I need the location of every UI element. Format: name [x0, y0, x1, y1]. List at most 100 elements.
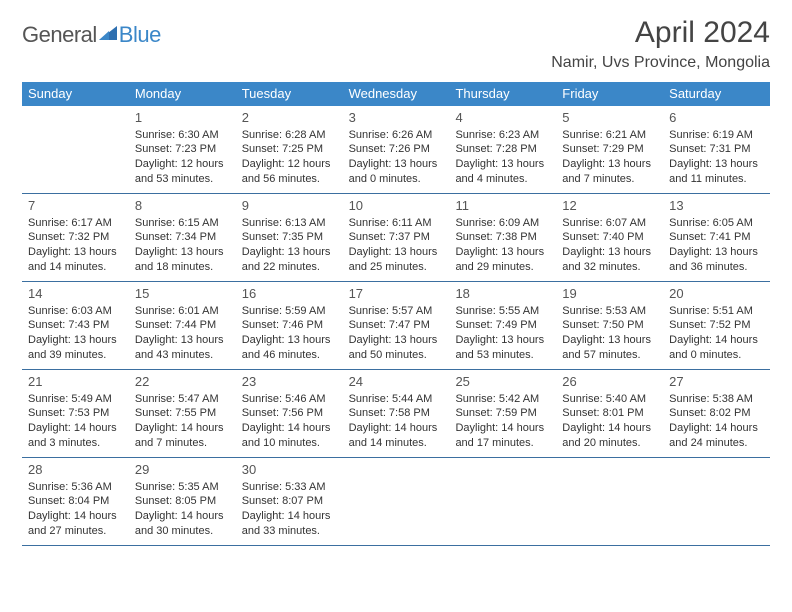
day-detail-line: Sunrise: 5:59 AM — [242, 304, 337, 319]
day-detail-line: Sunset: 7:46 PM — [242, 318, 337, 333]
day-number: 19 — [562, 285, 657, 303]
day-number: 30 — [242, 461, 337, 479]
calendar-day-cell: 1Sunrise: 6:30 AMSunset: 7:23 PMDaylight… — [129, 106, 236, 193]
day-number: 27 — [669, 373, 764, 391]
calendar-day-cell: 12Sunrise: 6:07 AMSunset: 7:40 PMDayligh… — [556, 194, 663, 281]
logo: General Blue — [22, 16, 161, 48]
day-detail-line: Sunset: 7:26 PM — [349, 142, 444, 157]
day-number: 1 — [135, 109, 230, 127]
day-detail-line: Sunrise: 5:38 AM — [669, 392, 764, 407]
calendar-body: 1Sunrise: 6:30 AMSunset: 7:23 PMDaylight… — [22, 106, 770, 546]
day-detail-line: Sunrise: 6:05 AM — [669, 216, 764, 231]
logo-text-blue: Blue — [119, 22, 161, 48]
day-number: 6 — [669, 109, 764, 127]
day-detail-line: Sunrise: 6:17 AM — [28, 216, 123, 231]
day-number: 9 — [242, 197, 337, 215]
day-detail-line: Sunset: 7:41 PM — [669, 230, 764, 245]
day-detail-line: Sunset: 8:07 PM — [242, 494, 337, 509]
day-detail-line: Sunrise: 5:46 AM — [242, 392, 337, 407]
calendar-header-row: SundayMondayTuesdayWednesdayThursdayFrid… — [22, 82, 770, 106]
day-detail-line: Sunset: 7:43 PM — [28, 318, 123, 333]
day-detail-line: Daylight: 12 hours and 56 minutes. — [242, 157, 337, 187]
day-detail-line: Daylight: 14 hours and 14 minutes. — [349, 421, 444, 451]
calendar-week-row: 28Sunrise: 5:36 AMSunset: 8:04 PMDayligh… — [22, 458, 770, 546]
calendar-day-cell: 24Sunrise: 5:44 AMSunset: 7:58 PMDayligh… — [343, 370, 450, 457]
day-detail-line: Sunrise: 6:19 AM — [669, 128, 764, 143]
day-detail-line: Daylight: 14 hours and 0 minutes. — [669, 333, 764, 363]
calendar-day-cell: 19Sunrise: 5:53 AMSunset: 7:50 PMDayligh… — [556, 282, 663, 369]
calendar-day-cell: 6Sunrise: 6:19 AMSunset: 7:31 PMDaylight… — [663, 106, 770, 193]
day-detail-line: Daylight: 13 hours and 25 minutes. — [349, 245, 444, 275]
calendar-header-cell: Thursday — [449, 82, 556, 106]
day-detail-line: Sunset: 7:40 PM — [562, 230, 657, 245]
calendar-day-cell: 15Sunrise: 6:01 AMSunset: 7:44 PMDayligh… — [129, 282, 236, 369]
day-number: 14 — [28, 285, 123, 303]
day-detail-line: Sunset: 7:55 PM — [135, 406, 230, 421]
day-detail-line: Daylight: 13 hours and 43 minutes. — [135, 333, 230, 363]
day-detail-line: Sunset: 7:34 PM — [135, 230, 230, 245]
logo-text-general: General — [22, 22, 97, 48]
day-detail-line: Sunset: 8:01 PM — [562, 406, 657, 421]
day-detail-line: Sunrise: 6:09 AM — [455, 216, 550, 231]
calendar-day-cell: 16Sunrise: 5:59 AMSunset: 7:46 PMDayligh… — [236, 282, 343, 369]
day-detail-line: Sunrise: 5:53 AM — [562, 304, 657, 319]
day-number: 12 — [562, 197, 657, 215]
calendar-header-cell: Wednesday — [343, 82, 450, 106]
calendar-day-cell: 9Sunrise: 6:13 AMSunset: 7:35 PMDaylight… — [236, 194, 343, 281]
calendar-header-cell: Saturday — [663, 82, 770, 106]
day-number: 25 — [455, 373, 550, 391]
calendar-day-cell: 2Sunrise: 6:28 AMSunset: 7:25 PMDaylight… — [236, 106, 343, 193]
day-number: 24 — [349, 373, 444, 391]
day-number: 10 — [349, 197, 444, 215]
day-detail-line: Daylight: 14 hours and 3 minutes. — [28, 421, 123, 451]
day-number: 23 — [242, 373, 337, 391]
day-number: 11 — [455, 197, 550, 215]
day-detail-line: Sunset: 8:04 PM — [28, 494, 123, 509]
day-detail-line: Daylight: 13 hours and 7 minutes. — [562, 157, 657, 187]
day-detail-line: Sunrise: 5:35 AM — [135, 480, 230, 495]
day-number: 2 — [242, 109, 337, 127]
day-detail-line: Sunrise: 6:11 AM — [349, 216, 444, 231]
day-detail-line: Sunrise: 5:47 AM — [135, 392, 230, 407]
day-number: 15 — [135, 285, 230, 303]
day-detail-line: Sunset: 7:52 PM — [669, 318, 764, 333]
day-detail-line: Sunset: 7:56 PM — [242, 406, 337, 421]
day-detail-line: Daylight: 14 hours and 24 minutes. — [669, 421, 764, 451]
calendar-day-cell: 14Sunrise: 6:03 AMSunset: 7:43 PMDayligh… — [22, 282, 129, 369]
day-detail-line: Sunrise: 6:01 AM — [135, 304, 230, 319]
calendar-day-cell: 22Sunrise: 5:47 AMSunset: 7:55 PMDayligh… — [129, 370, 236, 457]
day-detail-line: Sunset: 7:29 PM — [562, 142, 657, 157]
day-number: 16 — [242, 285, 337, 303]
day-detail-line: Sunset: 8:05 PM — [135, 494, 230, 509]
day-detail-line: Sunset: 8:02 PM — [669, 406, 764, 421]
calendar-day-cell: 27Sunrise: 5:38 AMSunset: 8:02 PMDayligh… — [663, 370, 770, 457]
day-number: 21 — [28, 373, 123, 391]
day-detail-line: Daylight: 14 hours and 20 minutes. — [562, 421, 657, 451]
month-title: April 2024 — [551, 16, 770, 50]
header-row: General Blue April 2024 Namir, Uvs Provi… — [22, 16, 770, 72]
calendar-week-row: 7Sunrise: 6:17 AMSunset: 7:32 PMDaylight… — [22, 194, 770, 282]
calendar-day-cell: 8Sunrise: 6:15 AMSunset: 7:34 PMDaylight… — [129, 194, 236, 281]
day-number: 26 — [562, 373, 657, 391]
day-detail-line: Daylight: 13 hours and 46 minutes. — [242, 333, 337, 363]
calendar-day-cell: 28Sunrise: 5:36 AMSunset: 8:04 PMDayligh… — [22, 458, 129, 545]
day-detail-line: Sunset: 7:49 PM — [455, 318, 550, 333]
day-detail-line: Daylight: 14 hours and 33 minutes. — [242, 509, 337, 539]
day-detail-line: Daylight: 13 hours and 22 minutes. — [242, 245, 337, 275]
calendar-day-cell — [449, 458, 556, 545]
day-detail-line: Sunrise: 5:51 AM — [669, 304, 764, 319]
day-number: 8 — [135, 197, 230, 215]
day-number: 13 — [669, 197, 764, 215]
day-detail-line: Sunset: 7:53 PM — [28, 406, 123, 421]
day-detail-line: Sunset: 7:32 PM — [28, 230, 123, 245]
calendar-day-cell: 30Sunrise: 5:33 AMSunset: 8:07 PMDayligh… — [236, 458, 343, 545]
day-detail-line: Daylight: 13 hours and 11 minutes. — [669, 157, 764, 187]
day-detail-line: Daylight: 13 hours and 53 minutes. — [455, 333, 550, 363]
calendar-day-cell: 23Sunrise: 5:46 AMSunset: 7:56 PMDayligh… — [236, 370, 343, 457]
day-detail-line: Sunset: 7:31 PM — [669, 142, 764, 157]
day-detail-line: Daylight: 14 hours and 30 minutes. — [135, 509, 230, 539]
day-detail-line: Sunset: 7:28 PM — [455, 142, 550, 157]
day-detail-line: Daylight: 14 hours and 27 minutes. — [28, 509, 123, 539]
day-detail-line: Sunrise: 6:13 AM — [242, 216, 337, 231]
day-detail-line: Sunrise: 5:49 AM — [28, 392, 123, 407]
